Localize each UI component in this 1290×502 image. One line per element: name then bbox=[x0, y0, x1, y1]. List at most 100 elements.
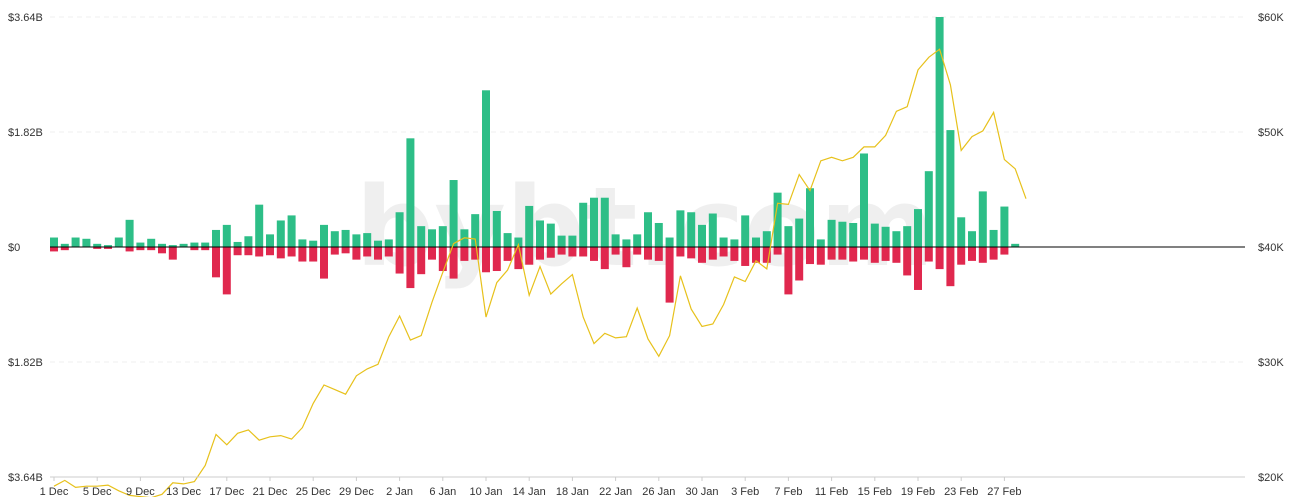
outflow-bar bbox=[212, 247, 220, 278]
outflow-bar bbox=[784, 247, 793, 295]
x-axis-tick-label: 2 Jan bbox=[386, 486, 413, 497]
x-axis-tick-label: 14 Jan bbox=[513, 486, 546, 497]
inflow-bar bbox=[827, 219, 836, 247]
outflow-bar bbox=[104, 247, 112, 249]
inflow-bar bbox=[957, 217, 966, 247]
inflow-bar bbox=[233, 241, 242, 247]
inflow-bar bbox=[287, 215, 296, 247]
outflow-bar bbox=[514, 247, 523, 270]
inflow-bar bbox=[341, 229, 350, 247]
outflow-bar bbox=[989, 247, 998, 260]
inflow-bar bbox=[536, 220, 544, 247]
inflow-bar bbox=[352, 234, 361, 247]
outflow-bar bbox=[266, 247, 274, 256]
inflow-bar bbox=[255, 204, 264, 247]
outflow-bar bbox=[363, 247, 372, 257]
left-axis-tick-label: $3.64B bbox=[8, 12, 43, 24]
x-axis-tick-label: 19 Feb bbox=[901, 486, 935, 497]
outflow-bar bbox=[147, 247, 156, 251]
inflow-bar bbox=[244, 236, 253, 247]
outflow-bar bbox=[471, 247, 480, 260]
outflow-bar bbox=[665, 247, 674, 303]
right-axis-tick-label: $30K bbox=[1258, 357, 1284, 369]
outflow-bar bbox=[341, 247, 350, 254]
inflow-bar bbox=[870, 223, 879, 247]
inflow-bar bbox=[557, 235, 566, 247]
outflow-bar bbox=[914, 247, 922, 290]
x-axis-tick-label: 17 Dec bbox=[209, 486, 244, 497]
inflow-bar bbox=[762, 231, 771, 247]
inflow-bar bbox=[687, 212, 696, 247]
outflow-bar bbox=[136, 247, 145, 251]
outflow-bar bbox=[773, 247, 782, 255]
x-axis-tick-label: 29 Dec bbox=[339, 486, 374, 497]
outflow-bar bbox=[287, 247, 296, 257]
left-axis-tick-label: $0 bbox=[8, 242, 20, 254]
outflow-bar bbox=[978, 247, 987, 263]
outflow-bar bbox=[870, 247, 879, 263]
inflow-bar bbox=[114, 237, 123, 247]
outflow-bar bbox=[125, 247, 134, 252]
inflow-bar bbox=[201, 242, 210, 247]
outflow-bar bbox=[838, 247, 847, 260]
x-axis-tick-label: 6 Jan bbox=[429, 486, 456, 497]
inflow-bar bbox=[600, 197, 609, 247]
outflow-bar bbox=[860, 247, 868, 260]
inflow-bar bbox=[838, 221, 847, 247]
inflow-bar bbox=[860, 153, 868, 247]
left-axis-tick-label: $3.64B bbox=[8, 472, 43, 484]
right-axis-tick-label: $40K bbox=[1258, 242, 1284, 254]
outflow-bar bbox=[730, 247, 739, 261]
inflow-bar bbox=[82, 238, 91, 247]
outflow-bar bbox=[827, 247, 836, 260]
x-axis: 1 Dec 5 Dec 9 Dec 13 Dec 17 Dec 21 Dec 25 Dec 2… bbox=[40, 476, 1245, 498]
inflow-bar bbox=[665, 237, 674, 247]
inflow-bar bbox=[924, 171, 933, 247]
outflow-bar bbox=[903, 247, 912, 276]
outflow-bar bbox=[384, 247, 393, 257]
left-axis-tick-label: $1.82B bbox=[8, 127, 43, 139]
x-axis-tick-label: 15 Feb bbox=[858, 486, 892, 497]
outflow-bar bbox=[816, 247, 825, 265]
inflow-bar bbox=[298, 239, 307, 247]
inflow-bar bbox=[384, 239, 393, 247]
inflow-bar bbox=[50, 237, 58, 247]
inflow-bar bbox=[1000, 206, 1009, 247]
outflow-bar bbox=[428, 247, 436, 260]
x-axis-tick-label: 5 Dec bbox=[83, 486, 112, 497]
inflow-bar bbox=[633, 234, 642, 247]
inflow-bar bbox=[590, 197, 598, 247]
outflow-bar bbox=[762, 247, 771, 263]
right-axis: $60K $50K $40K $30K $20K bbox=[1258, 12, 1284, 484]
outflow-bar bbox=[492, 247, 501, 272]
outflow-bar bbox=[622, 247, 631, 268]
inflow-bar bbox=[903, 226, 912, 247]
outflow-bar bbox=[719, 247, 728, 257]
inflow-bar bbox=[330, 231, 339, 247]
x-axis-tick-label: 1 Dec bbox=[40, 486, 69, 497]
outflow-bar bbox=[50, 247, 58, 252]
x-axis-tick-label: 21 Dec bbox=[253, 486, 288, 497]
x-axis-tick-label: 18 Jan bbox=[556, 486, 589, 497]
outflow-bar bbox=[600, 247, 609, 270]
inflow-bar bbox=[644, 212, 652, 247]
outflow-bar bbox=[698, 247, 706, 263]
x-axis-tick-label: 22 Jan bbox=[599, 486, 632, 497]
outflow-bar bbox=[557, 247, 566, 255]
outflow-bar bbox=[233, 247, 242, 256]
inflow-bar bbox=[946, 130, 955, 247]
x-axis-tick-label: 23 Feb bbox=[944, 486, 978, 497]
bars bbox=[50, 17, 1020, 303]
inflow-bar bbox=[849, 222, 858, 247]
right-axis-tick-label: $50K bbox=[1258, 127, 1284, 139]
inflow-bar bbox=[806, 188, 814, 247]
x-axis-tick-label: 11 Feb bbox=[815, 486, 848, 497]
right-axis-tick-label: $20K bbox=[1258, 472, 1284, 484]
outflow-bar bbox=[741, 247, 750, 266]
outflow-bar bbox=[320, 247, 328, 279]
outflow-bar bbox=[330, 247, 339, 255]
outflow-bar bbox=[158, 247, 166, 254]
inflow-bar bbox=[892, 231, 901, 247]
